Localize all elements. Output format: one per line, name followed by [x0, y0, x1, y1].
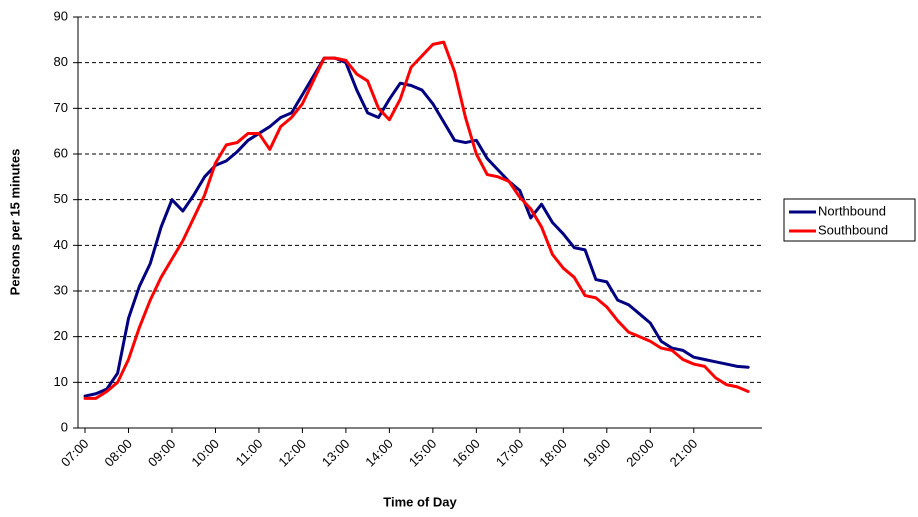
y-tick-label: 30 [54, 282, 68, 297]
legend-label: Southbound [818, 222, 888, 237]
y-tick-label: 50 [54, 191, 68, 206]
x-tick-label: 18:00 [536, 436, 570, 470]
series-line [83, 40, 750, 400]
y-tick-label: 80 [54, 54, 68, 69]
x-tick-label: 10:00 [188, 436, 222, 470]
y-tick-label: 40 [54, 237, 68, 252]
y-axis-title: Persons per 15 minutes [7, 149, 22, 296]
y-tick-label: 60 [54, 145, 68, 160]
x-tick-label: 20:00 [623, 436, 657, 470]
x-tick-label: 19:00 [580, 436, 614, 470]
x-tick-label: 17:00 [493, 436, 527, 470]
x-tick-label: 15:00 [406, 436, 440, 470]
x-axis-title: Time of Day [383, 494, 457, 509]
y-tick-label: 70 [54, 100, 68, 115]
x-tick-label: 09:00 [145, 436, 179, 470]
x-tick-label: 11:00 [233, 436, 266, 469]
series-line [83, 56, 750, 398]
legend-label: Northbound [818, 203, 886, 218]
x-tick-label: 14:00 [362, 436, 396, 470]
x-tick-label: 16:00 [449, 436, 483, 470]
y-tick-label: 10 [54, 374, 68, 389]
y-tick-label: 90 [54, 8, 68, 23]
legend-box [783, 198, 916, 242]
y-tick-label: 0 [61, 419, 68, 434]
x-tick-label: 21:00 [667, 436, 701, 470]
y-tick-label: 20 [54, 328, 68, 343]
x-tick-label: 12:00 [275, 436, 309, 470]
x-tick-label: 08:00 [101, 436, 135, 470]
x-tick-label: 07:00 [58, 436, 92, 470]
x-tick-label: 13:00 [319, 436, 353, 470]
